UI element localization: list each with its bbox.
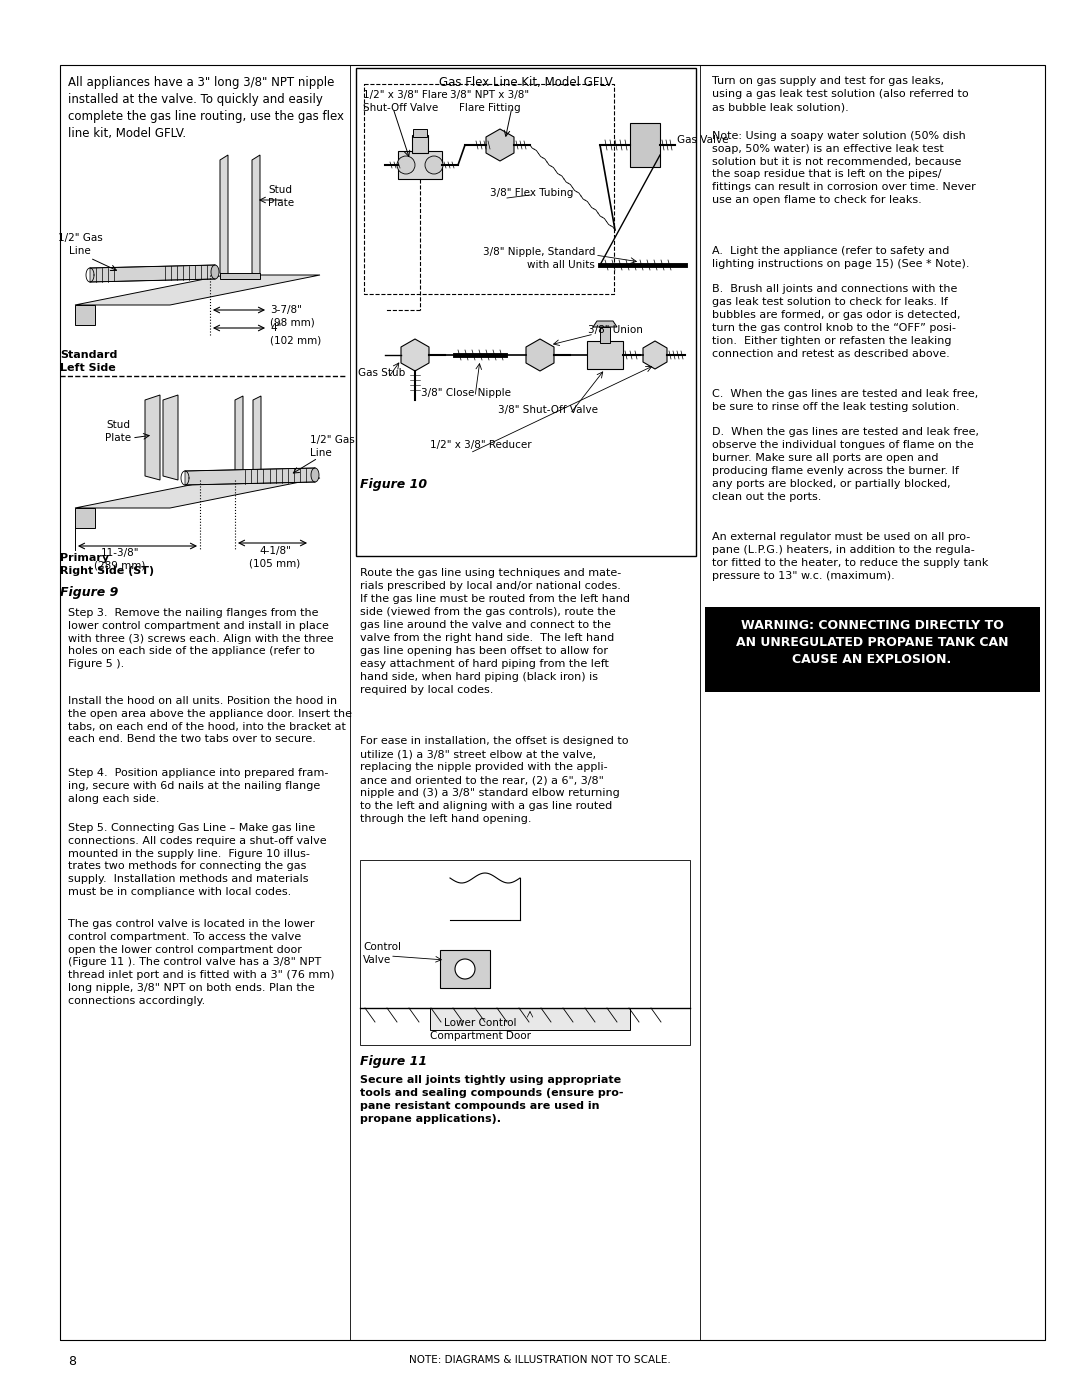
- Text: Step 3.  Remove the nailing flanges from the
lower control compartment and insta: Step 3. Remove the nailing flanges from …: [68, 608, 334, 669]
- Polygon shape: [252, 155, 260, 277]
- Polygon shape: [145, 395, 160, 481]
- Text: Note: Using a soapy water solution (50% dish
soap, 50% water) is an effective le: Note: Using a soapy water solution (50% …: [712, 131, 975, 205]
- Bar: [430, 1009, 630, 1030]
- Polygon shape: [253, 395, 261, 481]
- Bar: [356, 68, 696, 556]
- Text: C.  When the gas lines are tested and leak free,
be sure to rinse off the leak t: C. When the gas lines are tested and lea…: [712, 388, 978, 412]
- Text: Figure 9: Figure 9: [60, 585, 119, 599]
- Text: D.  When the gas lines are tested and leak free,
observe the individual tongues : D. When the gas lines are tested and lea…: [712, 427, 978, 502]
- Polygon shape: [163, 395, 178, 481]
- Polygon shape: [185, 468, 315, 485]
- Text: Figure 10: Figure 10: [360, 478, 427, 490]
- Text: The gas control valve is located in the lower
control compartment. To access the: The gas control valve is located in the …: [68, 919, 335, 1006]
- Text: 1/2" Gas
Line: 1/2" Gas Line: [57, 233, 103, 256]
- Polygon shape: [311, 468, 319, 482]
- Circle shape: [455, 958, 475, 979]
- Polygon shape: [526, 339, 554, 372]
- Text: 1/2" Gas
Line: 1/2" Gas Line: [310, 434, 354, 458]
- Polygon shape: [75, 305, 95, 326]
- Text: 4-1/8"
(105 mm): 4-1/8" (105 mm): [249, 546, 300, 569]
- Text: Primary
Right Side (ST): Primary Right Side (ST): [60, 553, 154, 576]
- Text: Figure 11: Figure 11: [360, 1055, 427, 1067]
- Text: An external regulator must be used on all pro-
pane (L.P.G.) heaters, in additio: An external regulator must be used on al…: [712, 532, 988, 581]
- Text: 1/2" x 3/8" Flare
Shut-Off Valve: 1/2" x 3/8" Flare Shut-Off Valve: [363, 89, 447, 113]
- Bar: [588, 341, 623, 369]
- Polygon shape: [401, 339, 429, 372]
- Polygon shape: [220, 272, 260, 279]
- Polygon shape: [593, 321, 617, 327]
- Text: 11-3/8"
(289 mm): 11-3/8" (289 mm): [94, 548, 146, 571]
- Bar: [600, 327, 610, 344]
- Text: NOTE: DIAGRAMS & ILLUSTRATION NOT TO SCALE.: NOTE: DIAGRAMS & ILLUSTRATION NOT TO SCA…: [409, 1355, 671, 1365]
- Bar: [399, 151, 442, 179]
- Text: Route the gas line using techniques and mate-
rials prescribed by local and/or n: Route the gas line using techniques and …: [360, 569, 630, 696]
- Text: Step 4.  Position appliance into prepared fram-
ing, secure with 6d nails at the: Step 4. Position appliance into prepared…: [68, 768, 328, 803]
- Text: Turn on gas supply and test for gas leaks,
using a gas leak test solution (also : Turn on gas supply and test for gas leak…: [712, 75, 969, 112]
- Text: Secure all joints tightly using appropriate
tools and sealing compounds (ensure : Secure all joints tightly using appropri…: [360, 1076, 623, 1125]
- Text: All appliances have a 3" long 3/8" NPT nipple
installed at the valve. To quickly: All appliances have a 3" long 3/8" NPT n…: [68, 75, 345, 140]
- Polygon shape: [75, 509, 95, 528]
- Text: Control
Valve: Control Valve: [363, 942, 401, 965]
- Bar: [705, 608, 1040, 692]
- Bar: [360, 861, 690, 1045]
- Bar: [413, 129, 427, 137]
- Polygon shape: [75, 275, 320, 305]
- Polygon shape: [235, 395, 243, 481]
- Polygon shape: [486, 129, 514, 161]
- Text: For ease in installation, the offset is designed to
utilize (1) a 3/8" street el: For ease in installation, the offset is …: [360, 736, 629, 824]
- Text: 3/8" Shut-Off Valve: 3/8" Shut-Off Valve: [498, 405, 598, 415]
- Text: A.  Light the appliance (refer to safety and
lighting instructions on page 15) (: A. Light the appliance (refer to safety …: [712, 246, 970, 270]
- Bar: [440, 950, 490, 988]
- Text: Step 5. Connecting Gas Line – Make gas line
connections. All codes require a shu: Step 5. Connecting Gas Line – Make gas l…: [68, 823, 326, 897]
- Text: 3/8" Close Nipple: 3/8" Close Nipple: [421, 388, 511, 398]
- Text: Stud
Plate: Stud Plate: [268, 184, 294, 208]
- Text: Lower Control
Compartment Door: Lower Control Compartment Door: [430, 1018, 530, 1041]
- Text: 3/8" Union: 3/8" Union: [588, 326, 643, 335]
- Text: Stud
Plate: Stud Plate: [105, 420, 131, 443]
- Text: Install the hood on all units. Position the hood in
the open area above the appl: Install the hood on all units. Position …: [68, 696, 352, 745]
- Text: 3/8" NPT x 3/8"
Flare Fitting: 3/8" NPT x 3/8" Flare Fitting: [450, 89, 529, 113]
- Text: 8: 8: [68, 1355, 76, 1368]
- Bar: [630, 123, 660, 168]
- Text: B.  Brush all joints and connections with the
gas leak test solution to check fo: B. Brush all joints and connections with…: [712, 284, 960, 359]
- Polygon shape: [643, 341, 667, 369]
- Text: 3/8" Flex Tubing: 3/8" Flex Tubing: [490, 189, 573, 198]
- Text: Standard
Left Side: Standard Left Side: [60, 351, 118, 373]
- Text: 3/8" Nipple, Standard
with all Units: 3/8" Nipple, Standard with all Units: [483, 247, 595, 270]
- Polygon shape: [75, 478, 320, 509]
- Bar: [364, 84, 615, 293]
- Circle shape: [397, 156, 415, 175]
- Text: Gas Flex Line Kit, Model GFLV: Gas Flex Line Kit, Model GFLV: [440, 75, 612, 89]
- Polygon shape: [220, 155, 228, 277]
- Text: 3-7/8"
(98 mm): 3-7/8" (98 mm): [270, 305, 314, 328]
- Text: 1/2" x 3/8" Reducer: 1/2" x 3/8" Reducer: [430, 440, 531, 450]
- Text: Gas Valve: Gas Valve: [677, 136, 729, 145]
- Bar: [411, 136, 428, 154]
- Polygon shape: [90, 265, 215, 282]
- Polygon shape: [211, 265, 219, 279]
- Circle shape: [426, 156, 443, 175]
- Text: WARNING: CONNECTING DIRECTLY TO
AN UNREGULATED PROPANE TANK CAN
CAUSE AN EXPLOSI: WARNING: CONNECTING DIRECTLY TO AN UNREG…: [735, 619, 1009, 666]
- Text: Gas Stub: Gas Stub: [357, 367, 405, 379]
- Text: 4"
(102 mm): 4" (102 mm): [270, 323, 321, 346]
